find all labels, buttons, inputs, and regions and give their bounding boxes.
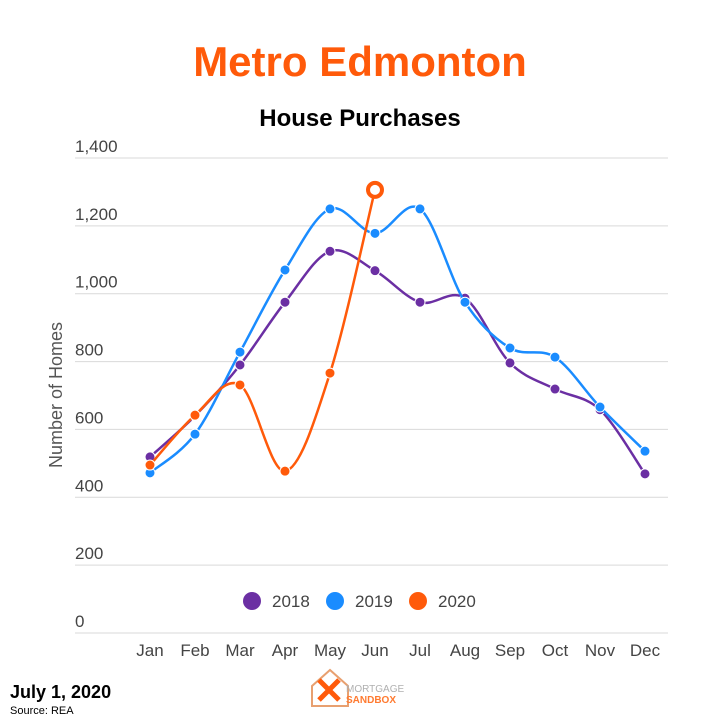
y-tick-label: 400 — [75, 476, 103, 495]
y-tick-label: 1,000 — [75, 273, 118, 292]
logo-house — [311, 668, 349, 707]
x-tick-label: Aug — [450, 641, 480, 660]
point — [189, 428, 201, 440]
chart-subtitle: House Purchases — [259, 105, 460, 132]
logo-x — [317, 678, 341, 702]
chart-title: Metro Edmonton — [193, 38, 527, 85]
point — [549, 383, 561, 395]
point — [504, 357, 516, 369]
point — [189, 409, 201, 421]
x-tick-label: Jul — [409, 641, 431, 660]
point — [234, 346, 246, 358]
point — [639, 468, 651, 480]
point — [324, 245, 336, 257]
point — [279, 465, 291, 477]
point — [144, 459, 156, 471]
y-tick-label: 1,400 — [75, 137, 118, 156]
y-tick-label: 1,200 — [75, 205, 118, 224]
point — [279, 264, 291, 276]
legend-label: 2019 — [355, 592, 393, 611]
series — [144, 180, 384, 477]
legend-marker — [243, 592, 261, 610]
point — [549, 351, 561, 363]
footer-date: July 1, 2020 — [10, 682, 111, 702]
point — [369, 227, 381, 239]
x-tick-label: Mar — [225, 641, 255, 660]
line — [149, 205, 646, 474]
y-tick-label: 600 — [75, 408, 103, 427]
point — [459, 296, 471, 308]
series — [144, 203, 651, 479]
y-tick-label: 200 — [75, 544, 103, 563]
footer-source: Source: REA — [10, 705, 74, 717]
y-tick-label: 0 — [75, 612, 84, 631]
point — [324, 367, 336, 379]
point — [414, 203, 426, 215]
series — [144, 245, 651, 480]
point — [366, 180, 384, 199]
line — [149, 249, 647, 475]
point — [324, 203, 336, 215]
point — [639, 445, 651, 457]
point — [369, 265, 381, 277]
x-tick-label: Apr — [272, 641, 299, 660]
point — [594, 401, 606, 413]
legend-marker — [409, 592, 427, 610]
logo-text: MORTGAGE — [346, 684, 404, 695]
point — [414, 296, 426, 308]
legend-marker — [326, 592, 344, 610]
x-tick-label: Dec — [630, 641, 661, 660]
x-tick-label: Feb — [180, 641, 209, 660]
point — [234, 379, 246, 391]
y-tick-label: 800 — [75, 341, 103, 360]
logo-text: SANDBOX — [346, 695, 396, 706]
y-axis-label: Number of Homes — [46, 322, 66, 468]
x-tick-label: Oct — [542, 641, 569, 660]
point — [279, 296, 291, 308]
x-tick-label: Sep — [495, 641, 525, 660]
x-tick-label: May — [314, 641, 347, 660]
point — [504, 342, 516, 354]
x-tick-label: Jan — [136, 641, 163, 660]
x-tick-label: Jun — [361, 641, 388, 660]
legend-label: 2020 — [438, 592, 476, 611]
logo: MORTGAGE SANDBOX — [311, 668, 404, 707]
legend-label: 2018 — [272, 592, 310, 611]
point — [234, 359, 246, 371]
x-tick-label: Nov — [585, 641, 616, 660]
